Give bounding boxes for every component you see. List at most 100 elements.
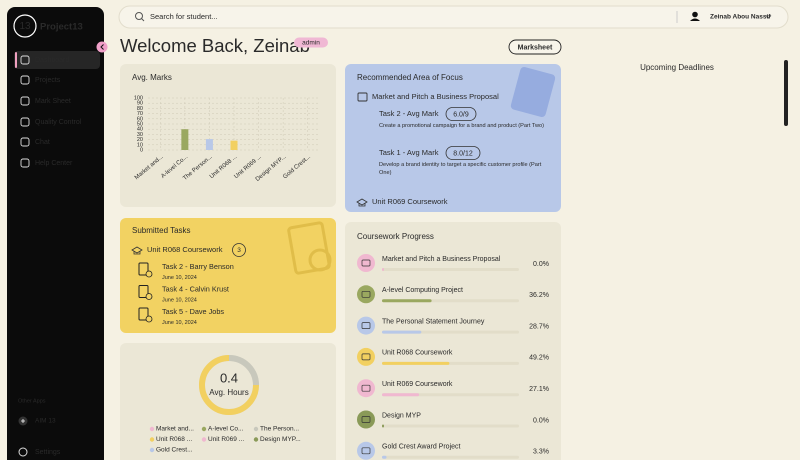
nav-item[interactable]: Chat xyxy=(35,139,50,146)
score-badge xyxy=(445,146,481,160)
legend-swatch xyxy=(253,437,259,442)
y-tick-label: 0 xyxy=(140,147,143,153)
recommended-card xyxy=(345,64,561,212)
coursework-icon xyxy=(357,347,375,366)
submitted-task-name[interactable]: Task 4 - Calvin Krust xyxy=(162,284,229,293)
donut-segment xyxy=(228,355,259,386)
progress-bar xyxy=(382,393,420,397)
coursework-percent: 28.7% xyxy=(529,323,549,330)
recommended-footer: Unit R069 Coursework xyxy=(372,197,448,206)
coursework-card xyxy=(345,222,561,460)
progress-bar xyxy=(382,268,384,271)
legend-label: Unit R068 ... xyxy=(156,436,192,443)
y-tick-label: 30 xyxy=(137,132,143,138)
coursework-name[interactable]: Market and Pitch a Business Proposal xyxy=(382,256,501,263)
score-badge-text: 6.0/9 xyxy=(453,111,469,118)
coursework-icon-glyph xyxy=(361,416,371,423)
settings[interactable]: Settings xyxy=(35,449,61,456)
y-tick-label: 90 xyxy=(137,101,143,107)
coursework-name[interactable]: Design MYP xyxy=(382,412,421,419)
coursework-icon-glyph xyxy=(361,322,371,329)
brand: Project13 xyxy=(40,22,83,33)
scrollbar-track xyxy=(783,58,789,418)
progress-track xyxy=(382,455,519,459)
scrollbar-thumb[interactable] xyxy=(784,60,788,126)
marksheet-button[interactable] xyxy=(508,39,562,55)
coursework-name[interactable]: Unit R068 Coursework xyxy=(382,350,453,357)
score-badge xyxy=(445,107,477,121)
other-app[interactable]: AIM 13 xyxy=(35,418,56,425)
task-icon-check xyxy=(145,315,153,323)
coursework-icon xyxy=(357,316,375,335)
collapse-icon xyxy=(100,44,104,50)
avg-marks-card xyxy=(120,64,336,207)
y-tick-label: 70 xyxy=(137,111,143,117)
legend-swatch xyxy=(201,437,207,442)
y-tick-label: 60 xyxy=(137,116,143,122)
score-badge-text: 8.0/12 xyxy=(453,150,473,157)
progress-track xyxy=(382,424,519,428)
count-badge xyxy=(232,243,246,257)
user-icon-head xyxy=(692,11,698,18)
y-tick-label: 100 xyxy=(134,95,143,101)
chart-title: Avg. Marks xyxy=(132,73,172,82)
marksheet-button-text[interactable]: Marksheet xyxy=(518,44,553,51)
coursework-icon-glyph xyxy=(361,290,371,298)
task-icon xyxy=(138,285,149,298)
coursework-icon-glyph xyxy=(361,384,371,392)
task-description: Create a promotional campaign for a bran… xyxy=(379,123,545,129)
coursework-percent: 3.3% xyxy=(533,449,549,456)
progress-track xyxy=(382,268,519,271)
coursework-name[interactable]: The Personal Statement Journey xyxy=(382,318,485,325)
y-tick-label: 10 xyxy=(137,142,143,148)
submitted-title: Submitted Tasks xyxy=(132,226,191,235)
user-menu-chevron[interactable] xyxy=(765,15,772,19)
nav-item[interactable]: Dashboard xyxy=(35,57,69,64)
search-icon-handle xyxy=(141,18,145,22)
logo[interactable] xyxy=(13,14,37,38)
progress-bar xyxy=(382,299,432,303)
collapse-button[interactable] xyxy=(96,41,108,53)
recommended-project: Market and Pitch a Business Proposal xyxy=(372,92,499,101)
legend-label: Market and... xyxy=(156,426,194,433)
coursework-name[interactable]: Unit R069 Coursework xyxy=(382,381,453,388)
progress-bar xyxy=(382,455,387,459)
user-name[interactable]: Zeinab Abou Nassif xyxy=(710,14,771,21)
search-placeholder: Search for student... xyxy=(150,12,218,21)
coursework-name[interactable]: Gold Crest Award Project xyxy=(382,444,461,451)
legend-swatch xyxy=(149,447,155,453)
sidebar xyxy=(7,7,104,460)
nav-icon xyxy=(20,96,30,106)
nav-icon xyxy=(20,55,30,65)
role-badge xyxy=(294,37,328,48)
coursework-icon xyxy=(357,285,375,304)
task-description: Develop a brand identity to target a spe… xyxy=(379,162,542,176)
recommended-deco xyxy=(510,66,556,118)
upcoming-title: Upcoming Deadlines xyxy=(640,63,714,72)
app-icon-plus xyxy=(21,419,25,423)
progress-bar xyxy=(382,424,384,428)
nav-icon xyxy=(20,137,30,147)
user-icon-body xyxy=(690,18,700,21)
coursework-title: Coursework Progress xyxy=(357,232,434,241)
other-apps-label: Other Apps xyxy=(18,398,46,404)
progress-bar xyxy=(382,330,422,334)
nav-item[interactable]: Mark Sheet xyxy=(35,98,71,105)
submitted-task-name[interactable]: Task 5 - Dave Jobs xyxy=(162,307,224,316)
legend-swatch xyxy=(201,426,207,432)
bar xyxy=(181,129,189,150)
nav-active-indicator xyxy=(15,52,17,68)
hours-card xyxy=(120,343,336,460)
bar xyxy=(230,140,238,150)
nav-icon xyxy=(20,117,30,127)
nav-item[interactable]: Quality Control xyxy=(35,119,82,126)
nav-item[interactable]: Help Center xyxy=(35,160,73,167)
submitted-task-name[interactable]: Task 2 - Barry Benson xyxy=(162,262,234,271)
page-title: Welcome Back, Zeinab xyxy=(120,35,310,56)
nav-item[interactable]: Projects xyxy=(35,77,61,84)
y-tick-label: 40 xyxy=(137,127,143,133)
search-bar[interactable] xyxy=(118,5,789,29)
task-name: Task 1 - Avg Mark xyxy=(379,148,439,157)
search-icon xyxy=(135,12,143,20)
coursework-name[interactable]: A-level Computing Project xyxy=(382,287,463,294)
